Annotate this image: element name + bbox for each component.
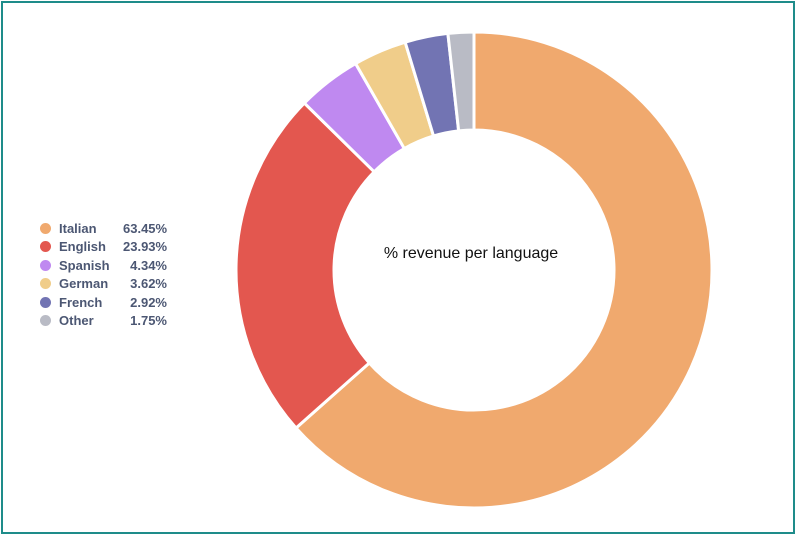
legend-item-spanish[interactable]: Spanish 4.34% (40, 256, 167, 275)
legend-label-italian: Italian (59, 220, 97, 236)
legend-swatch-english (40, 241, 51, 253)
legend-label-french: French (59, 294, 103, 310)
slice-other[interactable] (446, 30, 476, 133)
legend-label-german: German (59, 276, 109, 292)
legend-percent-german: 3.62% (130, 276, 167, 292)
legend-percent-french: 2.92% (130, 294, 167, 310)
legend-swatch-german (40, 278, 51, 290)
legend-percent-english: 23.93% (123, 239, 168, 255)
legend-label-english: English (59, 239, 106, 255)
legend-swatch-other (40, 315, 51, 327)
legend-item-german[interactable]: German 3.62% (40, 275, 167, 294)
legend-item-italian[interactable]: Italian 63.45% (40, 219, 167, 238)
legend-swatch-french (40, 296, 51, 308)
center-label: % revenue per language (383, 245, 559, 262)
legend: Italian 63.45% English 23.93% Spanish 4.… (40, 219, 167, 330)
legend-percent-other: 1.75% (130, 313, 167, 329)
legend-percent-italian: 63.45% (123, 220, 168, 236)
legend-item-english[interactable]: English 23.93% (40, 238, 167, 257)
legend-item-other[interactable]: Other 1.75% (40, 312, 167, 331)
slice-italian[interactable] (293, 30, 714, 510)
legend-swatch-spanish (40, 259, 51, 271)
legend-percent-spanish: 4.34% (130, 257, 167, 273)
slice-english[interactable] (234, 100, 377, 431)
legend-item-french[interactable]: French 2.92% (40, 293, 167, 312)
legend-label-other: Other (59, 313, 94, 329)
legend-swatch-italian (40, 222, 51, 234)
legend-label-spanish: Spanish (59, 257, 110, 273)
